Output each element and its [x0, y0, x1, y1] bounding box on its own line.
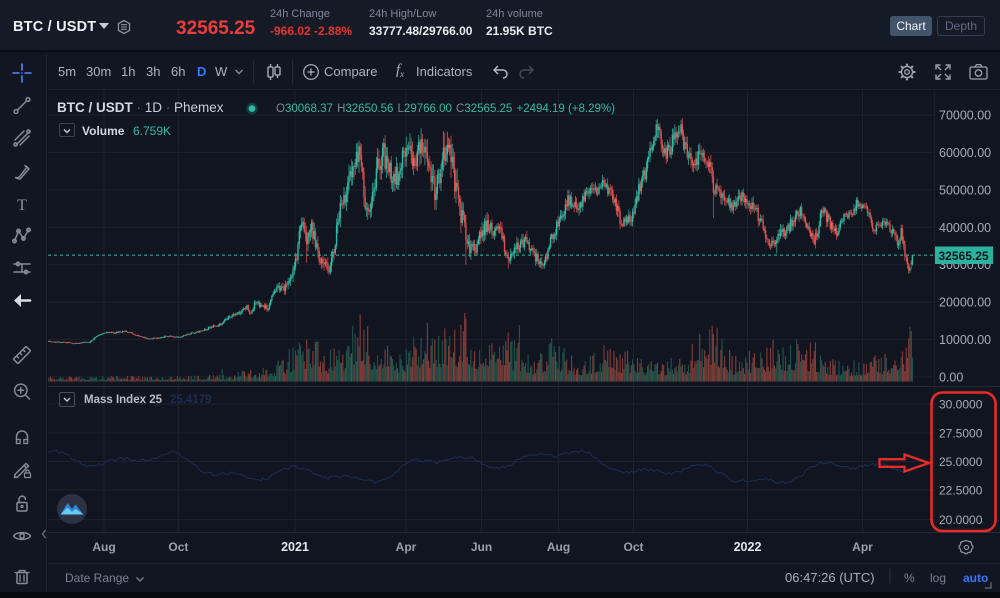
svg-text:Aug: Aug [547, 540, 570, 554]
svg-text:0.00: 0.00 [939, 371, 963, 385]
svg-text:2021: 2021 [281, 540, 309, 554]
svg-text:50000.00: 50000.00 [939, 183, 991, 197]
svg-text:30.0000: 30.0000 [939, 398, 983, 412]
svg-text:Apr: Apr [396, 540, 417, 554]
svg-text:10000.00: 10000.00 [939, 333, 991, 347]
svg-text:70000.00: 70000.00 [939, 109, 991, 123]
svg-text:Oct: Oct [168, 540, 188, 554]
svg-text:Aug: Aug [92, 540, 115, 554]
svg-text:40000.00: 40000.00 [939, 221, 991, 235]
svg-text:2022: 2022 [734, 540, 762, 554]
svg-text:22.5000: 22.5000 [939, 484, 983, 498]
svg-text:20.0000: 20.0000 [939, 513, 983, 527]
svg-text:Apr: Apr [852, 540, 873, 554]
svg-text:Oct: Oct [623, 540, 643, 554]
svg-text:60000.00: 60000.00 [939, 146, 991, 160]
svg-text:32565.25: 32565.25 [939, 249, 989, 263]
svg-text:25.0000: 25.0000 [939, 455, 983, 469]
svg-text:27.5000: 27.5000 [939, 427, 983, 441]
svg-text:Jun: Jun [471, 540, 492, 554]
svg-text:T: T [17, 197, 27, 214]
svg-text:20000.00: 20000.00 [939, 296, 991, 310]
